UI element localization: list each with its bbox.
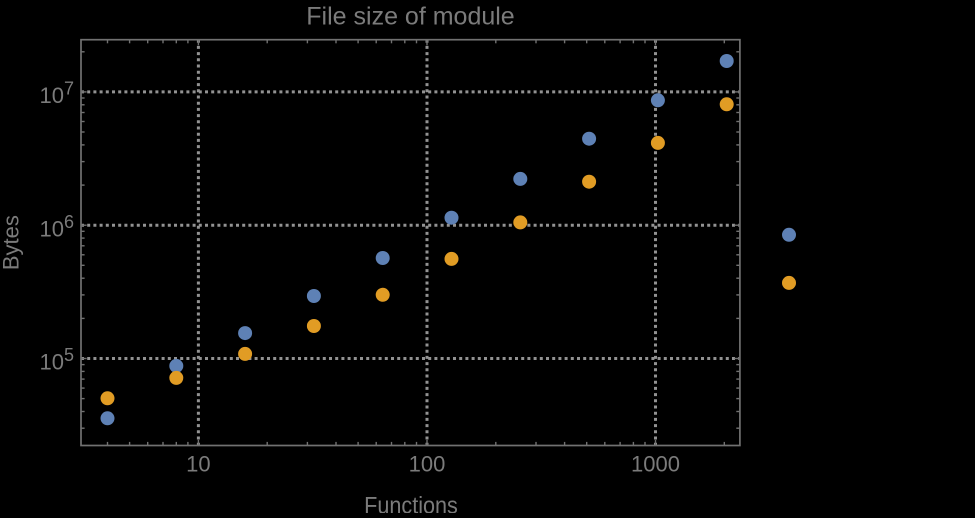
- svg-text:105: 105: [40, 345, 75, 375]
- svg-text:Bytes: Bytes: [0, 215, 24, 270]
- svg-text:106: 106: [40, 212, 75, 242]
- svg-text:10: 10: [186, 451, 210, 476]
- svg-text:1000: 1000: [631, 451, 680, 476]
- svg-text:100: 100: [409, 451, 446, 476]
- svg-text:107: 107: [40, 79, 75, 109]
- svg-text:Functions: Functions: [364, 491, 458, 513]
- svg-text:File size of module: File size of module: [306, 3, 514, 31]
